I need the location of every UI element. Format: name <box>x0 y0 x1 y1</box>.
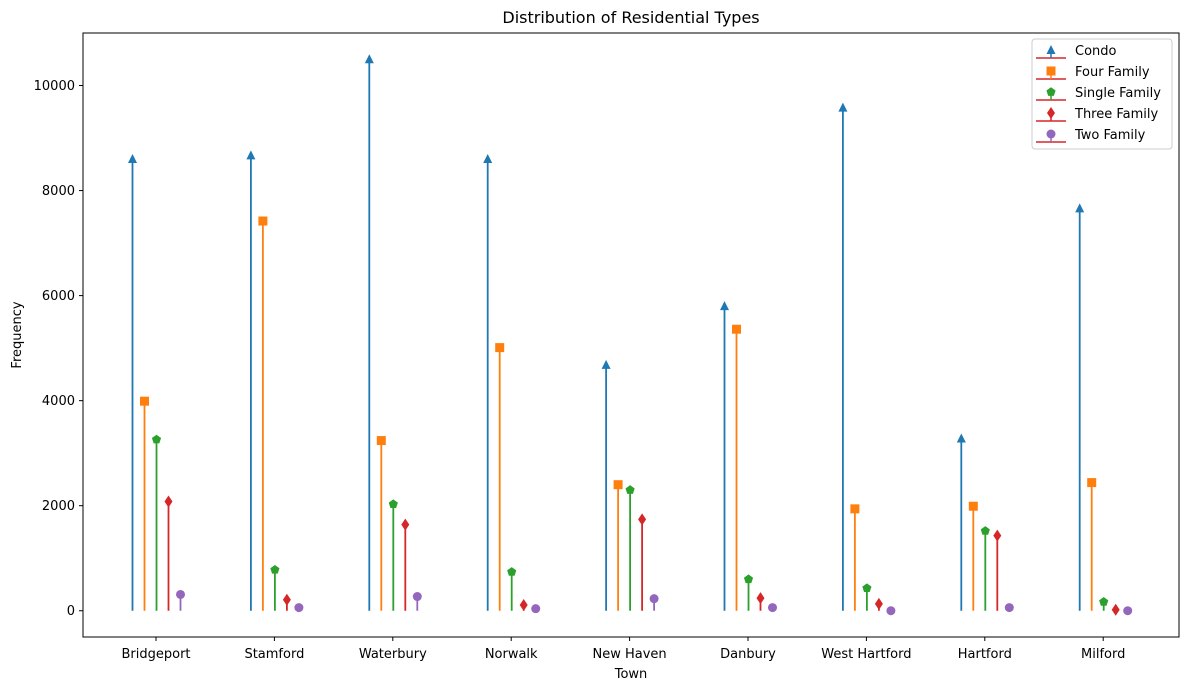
legend-label: Single Family <box>1075 86 1161 101</box>
marker-three-family <box>519 598 528 611</box>
x-tick-label: Bridgeport <box>121 647 190 662</box>
marker-condo <box>364 54 374 64</box>
marker-single-family <box>743 574 754 584</box>
y-axis-label: Frequency <box>10 301 25 368</box>
legend-marker <box>1046 87 1056 96</box>
legend-item: Four Family <box>1036 65 1150 80</box>
marker-three-family <box>874 597 883 610</box>
marker-three-family <box>756 592 765 605</box>
plot-frame <box>82 32 1180 638</box>
marker-four-family <box>613 480 623 490</box>
legend-label: Two Family <box>1074 128 1146 143</box>
marker-single-family <box>270 564 280 574</box>
marker-condo <box>483 154 493 164</box>
marker-four-family <box>495 343 505 353</box>
x-tick-label: Hartford <box>958 647 1012 662</box>
marker-single-family <box>1099 597 1109 606</box>
marker-two-family <box>412 592 422 602</box>
marker-condo <box>838 102 848 112</box>
marker-two-family <box>649 594 659 604</box>
x-tick-label: Danbury <box>720 647 776 662</box>
legend-item: Two Family <box>1036 128 1146 143</box>
marker-three-family <box>1111 603 1120 616</box>
legend-label: Three Family <box>1074 107 1159 122</box>
legend-box <box>1031 38 1173 150</box>
y-tick-label: 4000 <box>42 394 75 409</box>
y-tick-label: 10000 <box>34 79 75 94</box>
legend-label: Four Family <box>1075 65 1150 80</box>
legend-marker <box>1047 107 1055 119</box>
x-tick-label: Waterbury <box>359 647 427 662</box>
x-tick-label: Norwalk <box>485 647 538 662</box>
legend-item: Condo <box>1036 44 1117 59</box>
legend-marker <box>1046 66 1056 76</box>
marker-single-family <box>980 526 990 535</box>
y-axis: 0 2000 4000 6000 8000 10000 <box>34 79 83 619</box>
marker-condo <box>720 301 729 311</box>
x-tick-label: Stamford <box>244 647 304 662</box>
marker-four-family <box>968 501 978 511</box>
marker-two-family <box>176 589 185 599</box>
marker-two-family <box>531 604 541 614</box>
marker-single-family <box>625 485 635 494</box>
marker-three-family <box>164 495 173 508</box>
chart-title: Distribution of Residential Types <box>502 8 759 27</box>
marker-four-family <box>140 396 149 406</box>
y-tick-label: 2000 <box>42 499 75 514</box>
series-three-family <box>164 495 1120 616</box>
marker-single-family <box>862 583 872 593</box>
marker-single-family <box>507 567 517 576</box>
marker-two-family <box>768 603 777 613</box>
legend-marker <box>1046 129 1056 139</box>
y-tick-label: 8000 <box>42 184 75 199</box>
x-tick-label: West Hartford <box>821 647 911 662</box>
legend-item: Three Family <box>1036 107 1159 122</box>
marker-three-family <box>282 593 291 606</box>
legend-label: Condo <box>1075 44 1117 59</box>
legend-item: Single Family <box>1036 86 1161 101</box>
marker-two-family <box>294 603 304 613</box>
series-single-family <box>151 434 1109 611</box>
series-condo <box>128 54 1085 611</box>
y-tick-label: 0 <box>67 604 75 619</box>
marker-two-family <box>886 606 896 616</box>
marker-condo <box>1075 203 1085 213</box>
x-axis: Bridgeport Stamford Waterbury Norwalk New Ha… <box>121 637 1125 662</box>
marker-four-family <box>376 436 386 446</box>
marker-condo <box>601 359 611 369</box>
marker-two-family <box>1004 603 1014 613</box>
marker-single-family <box>151 434 162 444</box>
x-axis-label: Town <box>614 667 648 682</box>
plot-area <box>128 54 1133 616</box>
marker-three-family <box>401 518 410 531</box>
legend-marker <box>1046 45 1056 54</box>
marker-four-family <box>850 504 860 514</box>
series-two-family <box>176 589 1133 616</box>
marker-condo <box>246 150 256 160</box>
marker-condo <box>128 154 137 164</box>
marker-three-family <box>993 529 1002 542</box>
x-tick-label: New Haven <box>593 647 667 662</box>
marker-four-family <box>1087 478 1097 488</box>
marker-four-family <box>258 216 268 226</box>
marker-four-family <box>732 324 741 334</box>
legend: Condo Four Family Single Family Three Famil… <box>1031 38 1173 150</box>
x-tick-label: Milford <box>1081 647 1125 662</box>
series-four-family <box>140 216 1097 611</box>
marker-condo <box>956 433 966 443</box>
marker-two-family <box>1123 606 1133 616</box>
marker-three-family <box>638 513 647 526</box>
y-tick-label: 6000 <box>42 289 75 304</box>
marker-single-family <box>388 499 398 508</box>
